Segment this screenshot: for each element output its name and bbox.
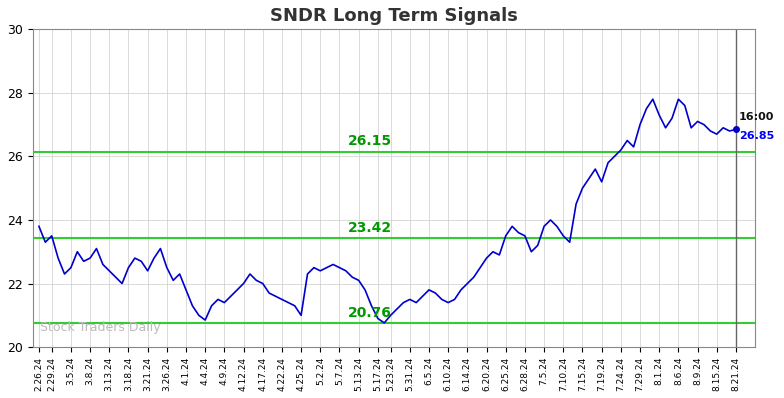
Text: Stock Traders Daily: Stock Traders Daily: [40, 321, 161, 334]
Text: 26.15: 26.15: [347, 135, 391, 148]
Title: SNDR Long Term Signals: SNDR Long Term Signals: [270, 7, 517, 25]
Text: 26.85: 26.85: [739, 131, 775, 141]
Text: 20.76: 20.76: [347, 306, 391, 320]
Text: 23.42: 23.42: [347, 221, 391, 235]
Text: 16:00: 16:00: [739, 112, 775, 122]
